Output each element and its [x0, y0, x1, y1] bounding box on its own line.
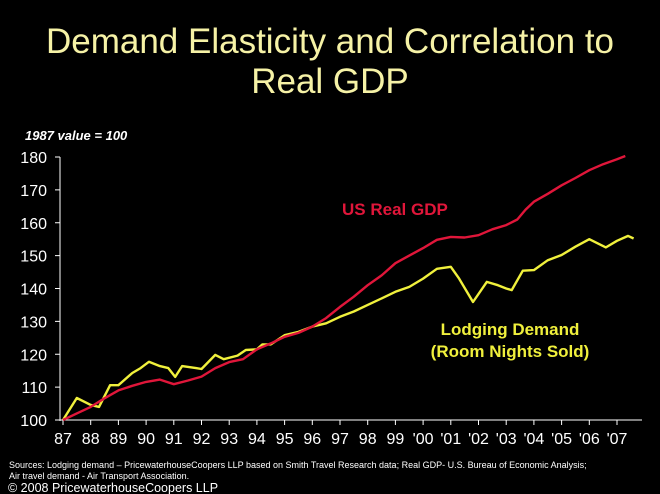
x-tick-label: '00: [413, 431, 434, 448]
x-tick-label: '05: [551, 431, 572, 448]
x-tick-label: '04: [523, 431, 544, 448]
gdp-series-label: US Real GDP: [342, 200, 448, 219]
chart-title-line-1: Demand Elasticity and Correlation to: [46, 22, 614, 61]
x-tick-label: '02: [468, 431, 489, 448]
x-tick-label: 99: [387, 431, 405, 448]
x-tick-label: 93: [220, 431, 238, 448]
x-tick-label: 88: [82, 431, 100, 448]
lodging-series-line: [61, 234, 635, 421]
x-tick-label: '01: [440, 431, 461, 448]
x-tick-label: 97: [331, 431, 349, 448]
x-tick-label: 91: [165, 431, 183, 448]
y-tick-label: 130: [20, 314, 47, 331]
y-tick-label: 100: [20, 413, 47, 430]
y-tick-label: 160: [20, 216, 47, 233]
lodging-series-label-line-2: (Room Nights Sold): [431, 342, 590, 361]
y-axis-note: 1987 value = 100: [25, 128, 128, 143]
x-tick-label: 95: [276, 431, 294, 448]
x-tick-label: 94: [248, 431, 266, 448]
sources-line-1: Sources: Lodging demand – Pricewaterhous…: [9, 460, 587, 470]
x-tick-label: 98: [359, 431, 377, 448]
copyright: © 2008 PricewaterhouseCoopers LLP: [8, 481, 218, 494]
x-tick-label: '06: [579, 431, 600, 448]
y-tick-label: 140: [20, 282, 47, 299]
y-tick-label: 150: [20, 249, 47, 266]
x-tick-label: 87: [54, 431, 72, 448]
y-tick-label: 180: [20, 150, 47, 167]
x-tick-label: '03: [496, 431, 517, 448]
x-tick-label: 92: [193, 431, 211, 448]
x-tick-label: '07: [607, 431, 628, 448]
x-tick-label: 89: [110, 431, 128, 448]
y-tick-label: 170: [20, 183, 47, 200]
x-tick-label: 90: [137, 431, 155, 448]
lodging-series-label-line-1: Lodging Demand: [441, 320, 580, 339]
chart-title-line-2: Real GDP: [251, 62, 409, 101]
x-tick-label: 96: [303, 431, 321, 448]
gdp-series-line: [62, 154, 626, 422]
sources-line-2: Air travel demand - Air Transport Associ…: [9, 471, 189, 481]
y-tick-label: 120: [20, 347, 47, 364]
y-tick-label: 110: [21, 380, 47, 397]
